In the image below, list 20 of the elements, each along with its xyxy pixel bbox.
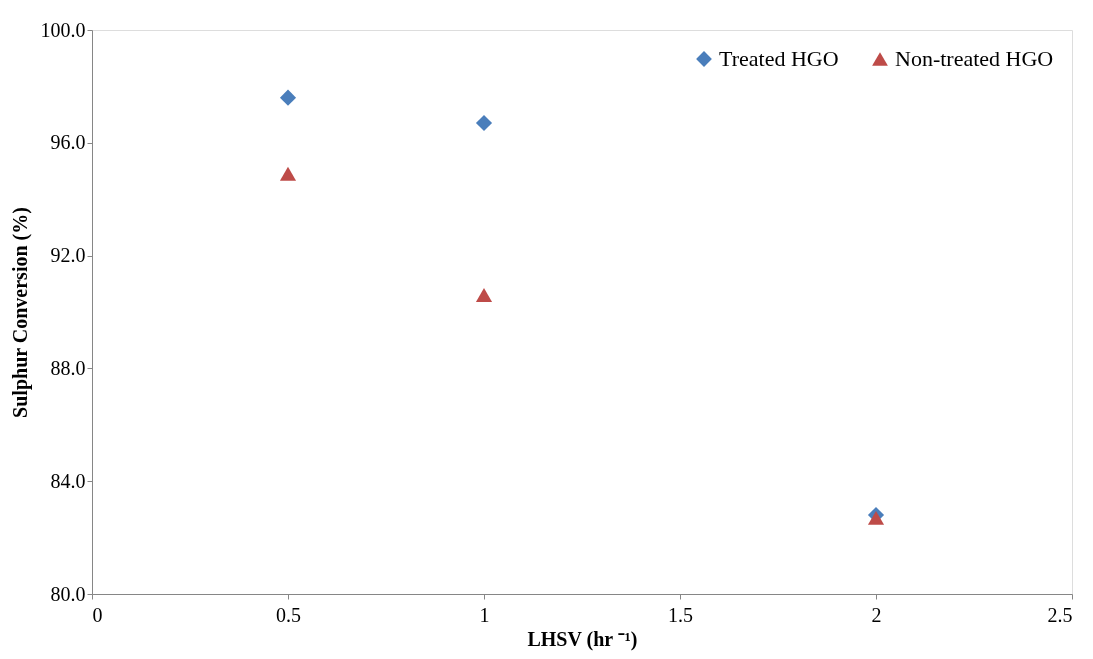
legend-label: Treated HGO	[719, 46, 839, 71]
x-tick-label: 0	[92, 603, 103, 626]
y-axis-title: Sulphur Conversion (%)	[8, 207, 32, 418]
x-tick-label: 1	[479, 603, 490, 626]
y-tick-label: 96.0	[50, 131, 86, 154]
point	[475, 288, 493, 303]
legend-label: Non-treated HGO	[895, 46, 1054, 71]
x-tick-label: 2.5	[1047, 603, 1073, 626]
y-tick-label: 88.0	[50, 356, 86, 379]
x-tick-label: 1.5	[668, 603, 693, 626]
y-tick-label: 80.0	[50, 582, 86, 605]
point	[279, 166, 297, 181]
x-tick-label: 2	[871, 603, 882, 626]
y-tick-label: 100.0	[40, 18, 86, 41]
y-tick-label: 92.0	[50, 244, 86, 267]
x-tick-label: 0.5	[276, 603, 301, 626]
point	[279, 89, 297, 106]
y-tick-label: 84.0	[50, 469, 86, 492]
point	[475, 115, 493, 132]
x-axis-title: LHSV (hr ⁻¹)	[527, 627, 638, 651]
